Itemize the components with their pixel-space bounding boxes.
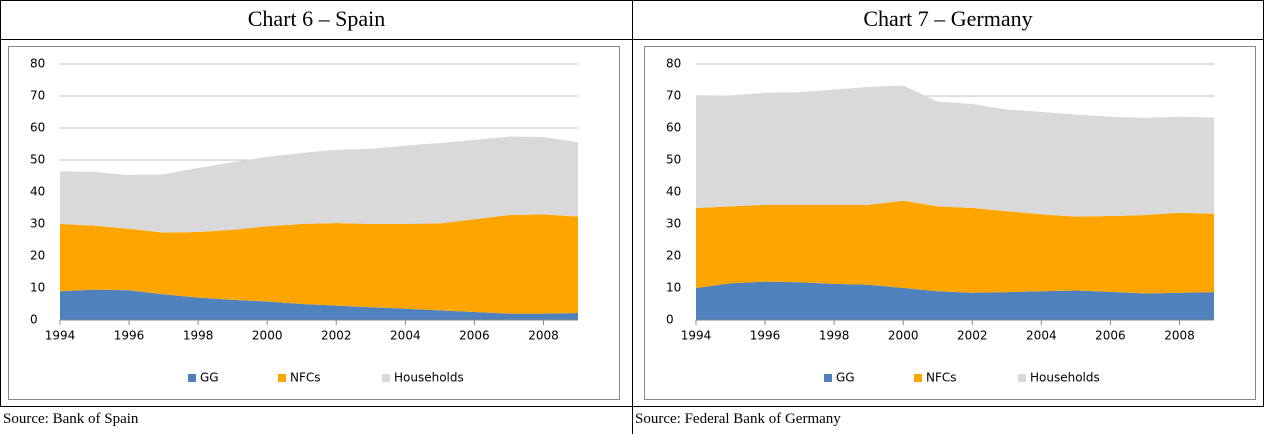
chart-frame	[8, 46, 620, 400]
x-tick-label: 1996	[750, 329, 781, 343]
y-tick-label: 30	[30, 217, 45, 231]
legend-swatch	[1018, 374, 1026, 382]
y-tick-label: 20	[666, 249, 681, 263]
legend-label: Households	[394, 371, 464, 385]
x-tick-label: 2004	[390, 329, 421, 343]
x-tick-label: 2008	[1164, 329, 1195, 343]
source-cell: Source: Bank of Spain	[0, 406, 633, 434]
x-tick-label: 2006	[1095, 329, 1126, 343]
y-tick-label: 20	[30, 249, 45, 263]
legend-label: GG	[200, 371, 219, 385]
y-tick-label: 50	[666, 153, 681, 167]
chart-title: Chart 7 – Germany	[863, 6, 1033, 31]
legend-swatch	[914, 374, 922, 382]
area	[60, 214, 578, 314]
y-tick-label: 60	[30, 121, 45, 135]
area	[60, 289, 578, 320]
area	[696, 85, 1214, 217]
area	[696, 200, 1214, 294]
y-tick-label: 10	[666, 281, 681, 295]
legend-swatch	[382, 374, 390, 382]
chart: 0 10 20 30 40 50 60 70 80 1994 1996 1998 2000 2002 200…	[8, 46, 620, 400]
chart: 0 10 20 30 40 50 60 70 80 1994 1996 1998 2000 2002 200…	[644, 46, 1256, 400]
x-tick-label: 2004	[1026, 329, 1057, 343]
source-cell: Source: Federal Bank of Germany	[632, 406, 1264, 434]
y-tick-label: 30	[666, 217, 681, 231]
source: Source: Federal Bank of Germany	[635, 411, 841, 427]
y-tick-label: 40	[30, 185, 45, 199]
x-tick-label: 1998	[819, 329, 850, 343]
header-cell: Chart 6 – Spain	[0, 0, 633, 40]
y-tick-label: 50	[30, 153, 45, 167]
x-tick-label: 2000	[888, 329, 919, 343]
source: Source: Bank of Spain	[3, 411, 139, 427]
y-tick-label: 70	[30, 89, 45, 103]
y-tick-label: 80	[666, 57, 681, 71]
x-tick-label: 2000	[252, 329, 283, 343]
legend-label: NFCs	[926, 371, 957, 385]
chart-title: Chart 6 – Spain	[247, 6, 386, 31]
x-tick-label: 1994	[681, 329, 712, 343]
x-tick-label: 1996	[114, 329, 145, 343]
legend-swatch	[188, 374, 196, 382]
x-tick-label: 1994	[45, 329, 76, 343]
legend-swatch	[824, 374, 832, 382]
x-tick-label: 2002	[321, 329, 352, 343]
legend-swatch	[278, 374, 286, 382]
chart-frame	[644, 46, 1256, 400]
y-tick-label: 10	[30, 281, 45, 295]
y-tick-label: 0	[30, 313, 38, 327]
legend-label: GG	[836, 371, 855, 385]
x-tick-label: 1998	[183, 329, 214, 343]
legend-label: Households	[1030, 371, 1100, 385]
x-tick-label: 2006	[459, 329, 490, 343]
y-tick-label: 0	[666, 313, 674, 327]
x-tick-label: 2002	[957, 329, 988, 343]
header-cell: Chart 7 – Germany	[632, 0, 1264, 40]
y-tick-label: 80	[30, 57, 45, 71]
y-tick-label: 70	[666, 89, 681, 103]
area	[696, 281, 1214, 320]
y-tick-label: 40	[666, 185, 681, 199]
legend-label: NFCs	[290, 371, 321, 385]
area	[60, 136, 578, 233]
y-tick-label: 60	[666, 121, 681, 135]
x-tick-label: 2008	[528, 329, 559, 343]
